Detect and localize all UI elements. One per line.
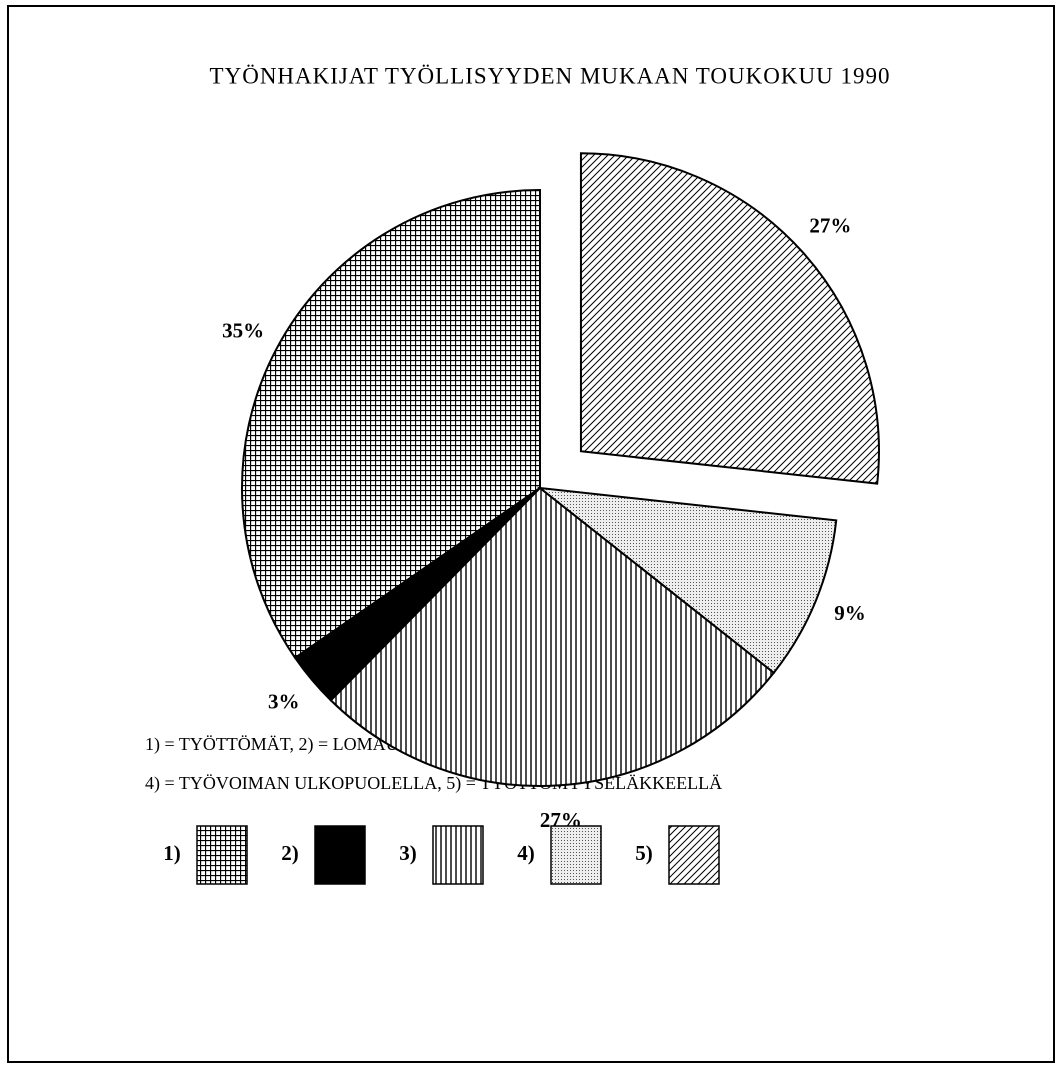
legend-swatch — [196, 825, 248, 885]
legend-swatch — [432, 825, 484, 885]
legend-label: 2) — [281, 841, 299, 865]
pie-slice — [241, 188, 541, 660]
data-label: 35% — [222, 318, 264, 342]
frame — [7, 5, 1055, 1063]
data-label: 3% — [268, 690, 300, 714]
chart-title: TYÖNHAKIJAT TYÖLLISYYDEN MUKAAN TOUKOKUU… — [210, 63, 891, 88]
legend-swatch — [668, 825, 720, 885]
legend-label: 1) — [163, 841, 181, 865]
data-label: 27% — [809, 213, 851, 237]
legend-swatch — [314, 825, 366, 885]
legend-label: 3) — [399, 841, 417, 865]
legend-note: 4) = TYÖVOIMAN ULKOPUOLELLA, 5) = TYÖTTÖ… — [145, 773, 722, 794]
legend-label: 5) — [635, 841, 653, 865]
pie-slice — [579, 152, 880, 485]
legend-swatch — [550, 825, 602, 885]
data-label: 9% — [834, 601, 866, 625]
legend-label: 4) — [517, 841, 535, 865]
pie-slice — [329, 486, 776, 787]
pie-slice — [536, 486, 838, 675]
